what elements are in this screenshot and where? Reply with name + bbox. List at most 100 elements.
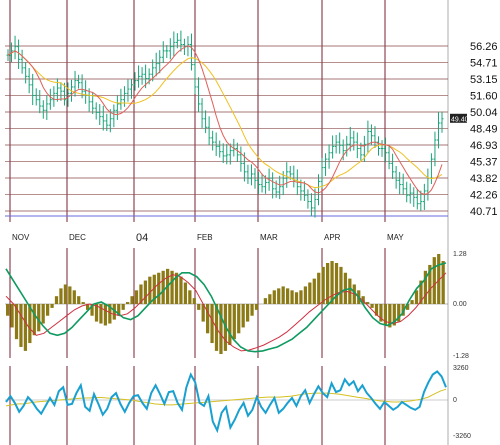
macd-histogram-bar [383,304,388,326]
macd-histogram-bar [28,304,32,344]
macd-histogram-bar [281,286,285,304]
macd-histogram-bar [134,290,139,304]
macd-histogram-bar [41,304,45,324]
macd-histogram-bar [277,288,281,304]
macd-y-tick-label: 1.28 [453,251,467,258]
macd-histogram-bar [241,304,245,328]
macd-histogram-bar [81,302,85,304]
macd-histogram-bar [388,304,392,328]
macd-histogram-bar [130,296,134,304]
macd-histogram-bar [179,276,183,304]
macd-histogram-bar [312,278,316,304]
macd-histogram-bar [326,262,330,304]
price-y-tick-label: 48.49 [470,123,498,135]
macd-histogram-bar [188,290,192,304]
price-y-tick-label: 54.71 [470,57,498,69]
macd-histogram-bar [401,304,405,316]
oscillator-line [5,370,447,434]
macd-histogram-bar [10,304,14,328]
macd-histogram-bar [201,304,205,322]
macd-histogram-bar [308,282,312,304]
macd-histogram-bar [330,261,334,304]
macd-histogram-bar [334,262,339,304]
macd-histogram-bar [161,270,165,304]
macd-histogram-bar [170,270,174,304]
macd-histogram-bar [139,284,143,304]
macd-histogram-bar [121,304,125,310]
macd-histogram-bar [174,272,179,304]
price-y-tick-label: 45.37 [470,157,498,169]
macd-histogram-bar [348,278,352,304]
month-grid-lines [9,0,449,445]
macd-histogram-bar [299,290,303,304]
macd-histogram-bar [272,290,276,304]
macd-histogram-bar [63,284,68,304]
macd-histogram-bar [157,272,161,304]
macd-histogram-bar [410,300,414,304]
macd-histogram-bar [59,288,63,304]
oscillator-y-tick-label: -3260 [453,433,471,440]
macd-histogram-bar [126,302,130,304]
macd-y-tick-label: -1.28 [453,353,469,360]
macd-histogram-bar [6,304,10,316]
price-y-tick-label: 56.26 [470,41,498,53]
moving-average-fast-line [7,45,443,195]
macd-histogram-bar [68,286,72,304]
macd-line [5,262,447,353]
macd-histogram-bar [406,304,410,310]
macd-histogram-bar [112,304,116,320]
oscillator-y-tick-label: 0 [453,397,457,404]
macd-histogram-bar [103,304,108,326]
macd-histogram-bar [23,304,28,351]
macd-histogram-bar [152,274,156,304]
last-price-label: 49.40 [451,116,469,123]
macd-histogram-bar [46,304,50,316]
macd-histogram-bar [99,304,103,324]
price-y-tick-label: 42.26 [470,190,498,202]
x-tick-label: MAY [387,233,404,242]
x-tick-label: MAR [260,233,278,242]
macd-histogram-bar [197,304,201,310]
macd-histogram-bar [317,272,321,304]
x-tick-label: NOV [12,233,30,242]
moving-average-slow-line [7,50,443,189]
macd-histogram-bar [268,294,272,304]
macd-histogram-bar [86,304,90,310]
macd-histogram-bar [237,304,241,334]
macd-histogram-bar [72,290,76,304]
macd-histogram-bar [192,298,196,304]
price-y-tick-label: 43.82 [470,173,498,185]
macd-histogram-bar [397,304,401,322]
macd-histogram-bar [90,304,94,316]
price-y-tick-label: 51.60 [470,90,498,102]
macd-histogram-bar [228,304,232,346]
macd-histogram-bar [343,272,348,304]
x-tick-label: DEC [69,233,86,242]
price-y-tick-label: 40.71 [470,206,498,218]
price-y-tick-label: 46.93 [470,140,498,152]
macd-histogram-bar [250,304,254,316]
macd-histogram-bar [148,276,152,304]
macd-histogram-bar [294,292,299,304]
macd-histogram-bar [428,264,432,304]
macd-histogram-bar [414,290,419,304]
macd-histogram-bar [14,304,19,340]
macd-histogram-bar [143,280,148,304]
macd-histogram-bar [206,304,210,334]
macd-histogram-bar [32,304,36,336]
macd-histogram-bar [441,261,445,304]
macd-histogram-bar [366,302,370,304]
macd-histogram-bar [370,304,374,308]
macd-histogram-bar [210,304,214,344]
macd-histogram-bar [286,288,290,304]
price-y-tick-label: 50.04 [470,107,498,119]
macd-signal-line [5,272,447,352]
macd-histogram-bar [232,304,236,340]
macd-histogram-bar [117,304,121,316]
macd-histogram-bar [19,304,23,347]
macd-histogram-bar [339,266,343,304]
macd-histogram-bar [183,282,188,304]
macd-histogram-bar [50,304,54,308]
